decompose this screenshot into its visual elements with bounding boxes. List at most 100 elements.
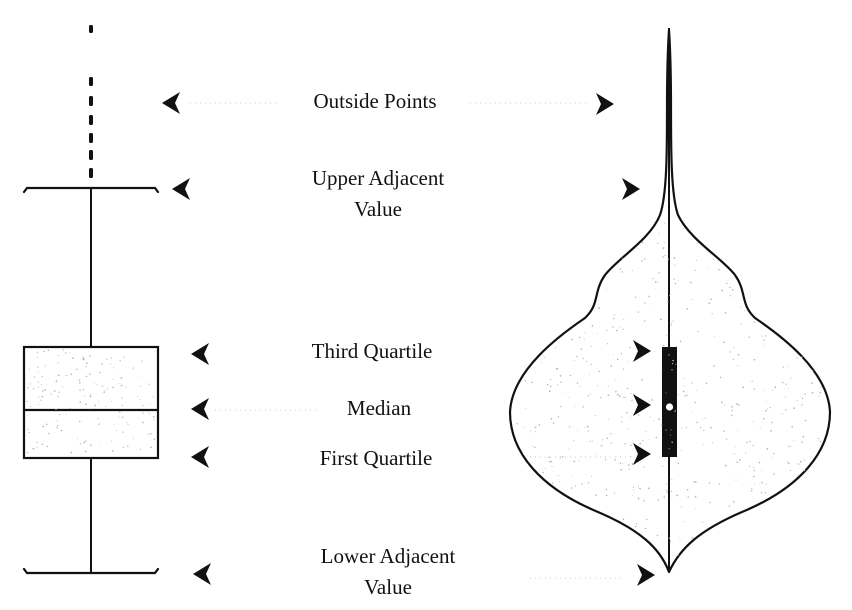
- speckle-dot: [708, 482, 711, 484]
- speckle-dot: [703, 429, 705, 432]
- speckle-dot: [57, 374, 60, 377]
- speckle-dot: [616, 329, 618, 332]
- speckle-dot: [763, 390, 765, 391]
- speckle-dot: [524, 407, 526, 409]
- speckle-dot: [682, 227, 684, 229]
- speckle-dot: [724, 404, 726, 406]
- speckle-dot: [643, 320, 646, 322]
- speckle-dot: [632, 486, 635, 489]
- speckle-dot: [27, 387, 29, 389]
- speckle-dot: [643, 500, 645, 502]
- speckle-dot: [552, 482, 554, 484]
- speckle-dot: [740, 305, 742, 307]
- speckle-dot: [41, 375, 43, 378]
- speckle-dot: [631, 463, 634, 465]
- speckle-dot: [819, 392, 822, 394]
- speckle-dot: [122, 431, 124, 433]
- speckle-dot: [752, 444, 754, 447]
- speckle-dot: [682, 390, 685, 393]
- arrowhead-left-icon: [191, 398, 209, 420]
- speckle-dot: [110, 363, 112, 365]
- speckle-dot: [661, 424, 663, 426]
- speckle-dot: [804, 393, 806, 395]
- speckle-dot: [107, 388, 109, 390]
- speckle-dot: [50, 393, 52, 395]
- speckle-dot: [676, 494, 679, 497]
- speckle-dot: [764, 492, 767, 494]
- speckle-dot: [569, 374, 572, 377]
- speckle-dot: [41, 443, 44, 446]
- speckle-dot: [552, 422, 555, 424]
- speckle-dot: [46, 445, 49, 448]
- speckle-dot: [622, 328, 624, 330]
- speckle-dot: [627, 464, 630, 467]
- speckle-dot: [139, 398, 141, 400]
- outside-point: [89, 77, 93, 86]
- speckle-dot: [654, 350, 656, 352]
- speckle-dot: [123, 356, 125, 358]
- speckle-dot: [56, 420, 58, 422]
- speckle-dot: [677, 462, 680, 465]
- speckle-dot: [749, 440, 751, 443]
- speckle-dot: [579, 386, 581, 387]
- speckle-dot: [619, 268, 622, 270]
- speckle-dot: [576, 355, 578, 358]
- speckle-dot: [740, 323, 742, 325]
- speckle-dot: [610, 365, 613, 368]
- speckle-dot: [150, 446, 152, 449]
- speckle-dot: [614, 459, 616, 461]
- speckle-dot: [787, 445, 790, 448]
- speckle-dot: [654, 281, 657, 283]
- speckle-dot: [732, 358, 734, 360]
- speckle-dot: [610, 433, 612, 435]
- speckle-dot: [708, 302, 711, 305]
- speckle-dot: [149, 433, 152, 435]
- speckle-dot: [127, 445, 129, 447]
- speckle-dot: [694, 495, 697, 498]
- speckle-dot: [668, 537, 670, 539]
- speckle-dot: [718, 268, 720, 271]
- speckle-dot: [612, 353, 614, 355]
- speckle-dot: [629, 444, 632, 447]
- speckle-dot: [94, 404, 97, 407]
- speckle-dot: [725, 438, 728, 440]
- speckle-dot: [37, 386, 39, 388]
- speckle-dot: [754, 483, 756, 485]
- speckle-dot: [105, 406, 107, 408]
- speckle-dot: [785, 409, 787, 411]
- speckle-dot: [152, 396, 154, 398]
- speckle-dot: [691, 382, 693, 384]
- speckle-dot: [818, 395, 820, 397]
- speckle-dot: [679, 340, 682, 343]
- outside-points: [89, 25, 93, 178]
- speckle-dot: [89, 354, 91, 357]
- label-median-text: Median: [346, 396, 412, 420]
- speckle-dot: [672, 555, 674, 557]
- speckle-dot: [607, 385, 609, 387]
- speckle-dot: [691, 537, 694, 539]
- speckle-dot: [748, 336, 751, 338]
- speckle-dot: [660, 374, 662, 376]
- speckle-dot: [104, 389, 106, 391]
- speckle-dot: [573, 460, 576, 463]
- speckle-dot: [588, 373, 590, 375]
- speckle-dot: [560, 381, 562, 383]
- speckle-dot: [89, 393, 92, 395]
- speckle-dot: [113, 423, 115, 425]
- speckle-dot: [546, 383, 549, 386]
- speckle-dot: [675, 345, 678, 348]
- speckle-dot: [622, 462, 624, 464]
- speckle-dot: [29, 383, 31, 385]
- speckle-dot: [773, 473, 775, 475]
- speckle-dot: [577, 430, 579, 432]
- speckle-dot: [731, 405, 733, 408]
- speckle-dot: [677, 554, 679, 556]
- speckle-dot: [743, 309, 745, 311]
- speckle-dot: [680, 506, 682, 508]
- speckle-dot: [702, 418, 703, 420]
- arrowhead-right-icon: [633, 443, 651, 465]
- speckle-dot: [742, 386, 745, 389]
- speckle-dot: [119, 383, 121, 385]
- speckle-dot: [44, 388, 46, 391]
- speckle-dot: [56, 427, 58, 429]
